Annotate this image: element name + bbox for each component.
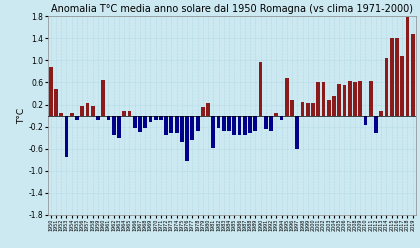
Bar: [211, 116, 215, 148]
Bar: [364, 116, 368, 125]
Bar: [159, 116, 163, 120]
Bar: [285, 78, 289, 116]
Title: Anomalia T°C media anno solare dal 1950 Romagna (vs clima 1971-2000): Anomalia T°C media anno solare dal 1950 …: [51, 4, 413, 14]
Bar: [185, 116, 189, 161]
Bar: [112, 116, 116, 135]
Bar: [238, 116, 241, 135]
Bar: [327, 100, 331, 116]
Bar: [348, 81, 352, 116]
Bar: [222, 116, 226, 131]
Bar: [232, 116, 236, 135]
Bar: [385, 58, 389, 116]
Bar: [75, 116, 79, 120]
Bar: [65, 116, 68, 157]
Bar: [274, 113, 278, 116]
Bar: [374, 116, 378, 133]
Bar: [180, 116, 184, 142]
Bar: [49, 67, 52, 116]
Bar: [59, 113, 63, 116]
Bar: [406, 17, 410, 116]
Bar: [369, 81, 373, 116]
Bar: [337, 84, 341, 116]
Bar: [290, 100, 294, 116]
Bar: [358, 81, 362, 116]
Bar: [149, 116, 152, 122]
Bar: [54, 89, 58, 116]
Bar: [143, 116, 147, 128]
Bar: [295, 116, 299, 149]
Bar: [217, 116, 220, 128]
Bar: [175, 116, 178, 133]
Bar: [390, 38, 394, 116]
Bar: [170, 116, 173, 133]
Bar: [201, 107, 205, 116]
Bar: [400, 56, 404, 116]
Bar: [316, 83, 320, 116]
Bar: [395, 38, 399, 116]
Y-axis label: T°C: T°C: [17, 107, 26, 124]
Bar: [196, 116, 199, 131]
Bar: [86, 103, 89, 116]
Bar: [259, 62, 262, 116]
Bar: [133, 116, 136, 128]
Bar: [91, 106, 94, 116]
Bar: [138, 116, 142, 132]
Bar: [306, 103, 310, 116]
Bar: [332, 96, 336, 116]
Bar: [311, 103, 315, 116]
Bar: [411, 34, 415, 116]
Bar: [164, 116, 168, 135]
Bar: [122, 111, 126, 116]
Bar: [253, 116, 257, 131]
Bar: [80, 106, 84, 116]
Bar: [107, 116, 110, 120]
Bar: [154, 116, 158, 120]
Bar: [379, 111, 383, 116]
Bar: [70, 113, 73, 116]
Bar: [128, 111, 131, 116]
Bar: [191, 116, 194, 140]
Bar: [206, 103, 210, 116]
Bar: [264, 116, 268, 129]
Bar: [343, 85, 346, 116]
Bar: [353, 83, 357, 116]
Bar: [248, 116, 252, 133]
Bar: [96, 116, 100, 120]
Bar: [101, 80, 105, 116]
Bar: [227, 116, 231, 131]
Bar: [243, 116, 247, 135]
Bar: [117, 116, 121, 138]
Bar: [301, 102, 304, 116]
Bar: [280, 116, 284, 120]
Bar: [269, 116, 273, 131]
Bar: [322, 83, 326, 116]
